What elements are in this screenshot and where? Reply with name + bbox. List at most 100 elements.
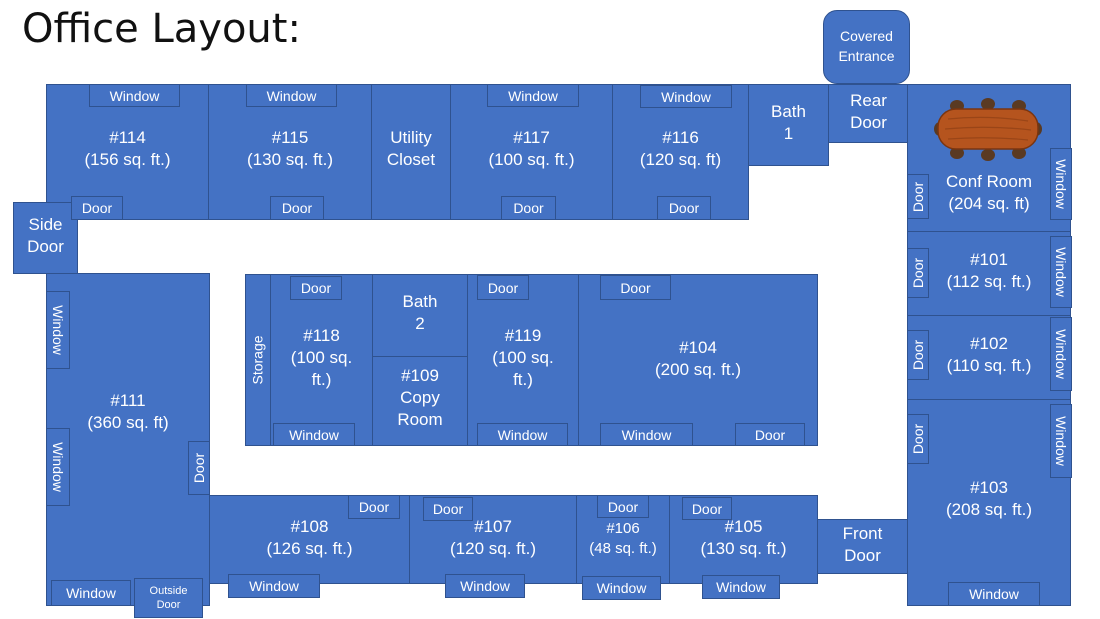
window-106: Window <box>582 576 661 600</box>
window-111-lower: Window <box>46 428 70 506</box>
door-104-b: Door <box>735 423 805 446</box>
utility-closet-line-1: Utility <box>390 128 432 147</box>
window-105: Window <box>702 575 780 599</box>
room-105-number: #105 <box>724 517 763 536</box>
bath-1: Bath 1 <box>748 84 829 166</box>
room-118-number: #118 <box>303 326 340 345</box>
front-door-line-1: Front <box>842 524 883 543</box>
page-title: Office Layout: <box>22 6 301 52</box>
door-101: Door <box>907 248 929 298</box>
window-103-bottom: Window <box>948 582 1040 606</box>
room-107-area: (120 sq. ft.) <box>450 539 536 559</box>
side-door-line-2: Door <box>27 237 64 257</box>
rear-door: Rear Door <box>828 84 909 143</box>
bath-2: Bath 2 <box>372 274 468 357</box>
room-102: #102 (110 sq. ft.) <box>907 315 1071 400</box>
room-103-number: #103 <box>970 478 1008 497</box>
outside-door-line-1: Outside <box>149 584 188 597</box>
covered-entrance-label-1: Covered <box>840 28 893 45</box>
room-115-area: (130 sq. ft.) <box>247 150 333 170</box>
bath-2-line-2: 2 <box>415 314 425 334</box>
door-111: Door <box>188 441 210 495</box>
room-104-area: (200 sq. ft.) <box>655 360 741 380</box>
door-111-label: Door <box>191 452 208 484</box>
door-115: Door <box>270 196 324 220</box>
door-102-label: Door <box>910 339 927 371</box>
storage <box>245 274 271 446</box>
room-103-area: (208 sq. ft.) <box>946 500 1032 520</box>
room-119-area-1: (100 sq. <box>492 348 554 368</box>
covered-entrance: Covered Entrance <box>823 10 910 84</box>
window-101: Window <box>1050 236 1072 308</box>
window-111-lower-label: Window <box>50 442 67 492</box>
window-103-side: Window <box>1050 404 1072 478</box>
room-101-area: (112 sq. ft.) <box>946 272 1032 292</box>
room-115-number: #115 <box>271 128 309 147</box>
room-118-area-1: (100 sq. <box>290 348 353 368</box>
front-door-line-2: Door <box>844 546 881 566</box>
window-117: Window <box>487 84 579 107</box>
utility-closet-line-2: Closet <box>386 150 436 170</box>
conference-table-icon <box>934 98 1042 161</box>
window-116: Window <box>640 85 732 108</box>
room-119: #119 (100 sq. ft.) <box>467 274 579 446</box>
room-101-number: #101 <box>970 250 1008 269</box>
room-109: #109 Copy Room <box>372 356 468 446</box>
storage-text: Storage <box>250 335 267 385</box>
conference-room-name: Conf Room <box>946 172 1032 191</box>
door-117: Door <box>501 196 556 220</box>
room-105-area: (130 sq. ft.) <box>700 539 787 559</box>
room-104-number: #104 <box>679 338 717 357</box>
window-103-side-label: Window <box>1053 416 1070 466</box>
room-101: #101 (112 sq. ft.) <box>907 231 1071 316</box>
door-108: Door <box>348 495 400 519</box>
room-114-number: #114 <box>109 128 146 147</box>
door-103: Door <box>907 414 929 464</box>
door-103-label: Door <box>910 423 927 455</box>
room-107-number: #107 <box>474 517 512 536</box>
storage-label: Storage <box>245 274 271 446</box>
door-114: Door <box>71 196 123 220</box>
rear-door-line-2: Door <box>850 113 887 133</box>
room-116-area: (120 sq. ft) <box>639 150 722 170</box>
room-106-area: (48 sq. ft.) <box>589 539 657 557</box>
front-door: Front Door <box>817 519 908 574</box>
door-101-label: Door <box>910 257 927 289</box>
room-111-area: (360 sq. ft) <box>87 413 169 433</box>
outside-door-line-2: Door <box>156 599 181 611</box>
room-102-number: #102 <box>970 334 1008 353</box>
window-101-label: Window <box>1053 247 1070 297</box>
room-111: #111 (360 sq. ft) <box>46 273 210 606</box>
room-104: #104 (200 sq. ft.) <box>578 274 818 446</box>
side-door-line-1: Side <box>28 215 63 234</box>
room-108-number: #108 <box>290 517 329 536</box>
rear-door-line-1: Rear <box>850 91 887 110</box>
room-108-area: (126 sq. ft.) <box>266 539 353 559</box>
room-118: #118 (100 sq. ft.) <box>270 274 373 446</box>
room-117-number: #117 <box>513 128 550 147</box>
room-116-number: #116 <box>662 128 699 147</box>
bath-1-line-1: Bath <box>771 102 806 121</box>
door-conf: Door <box>907 174 929 219</box>
window-107: Window <box>445 574 525 598</box>
room-119-area-2: ft.) <box>513 370 533 390</box>
door-102: Door <box>907 330 929 380</box>
window-102: Window <box>1050 317 1072 391</box>
window-118: Window <box>273 423 355 446</box>
covered-entrance-label-2: Entrance <box>838 48 895 64</box>
room-117-area: (100 sq. ft.) <box>488 150 575 170</box>
window-104: Window <box>600 423 693 446</box>
window-119: Window <box>477 423 568 446</box>
door-104: Door <box>600 275 671 300</box>
window-111-bottom: Window <box>51 580 131 606</box>
room-102-area: (110 sq. ft.) <box>946 356 1032 376</box>
bath-1-line-2: 1 <box>783 124 794 144</box>
room-106-number: #106 <box>606 520 640 537</box>
window-108: Window <box>228 574 320 598</box>
outside-door: Outside Door <box>134 578 203 618</box>
door-106: Door <box>597 495 649 518</box>
door-107: Door <box>423 497 473 521</box>
utility-closet: Utility Closet <box>371 84 451 220</box>
room-109-line-3: Room <box>397 410 443 430</box>
door-119: Door <box>477 275 529 300</box>
